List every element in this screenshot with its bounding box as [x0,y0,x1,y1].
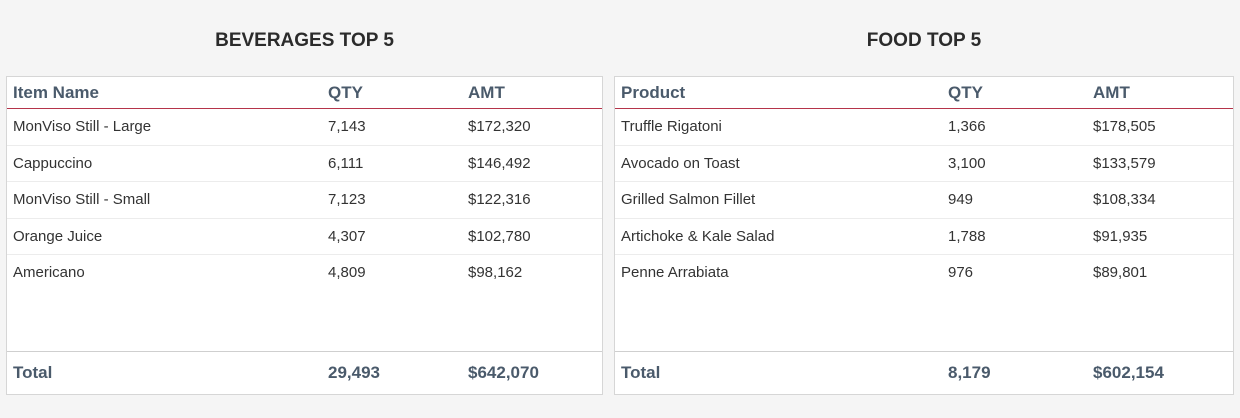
header-amt[interactable]: AMT [1093,82,1130,102]
table-row[interactable]: Penne Arrabiata 976 $89,801 [615,255,1233,291]
cell-amt: $172,320 [468,118,531,136]
cell-name: Avocado on Toast [621,154,740,172]
cell-name: Truffle Rigatoni [621,118,722,136]
cell-amt: $122,316 [468,191,531,209]
cell-amt: $98,162 [468,264,523,282]
beverages-table-header: Item Name QTY AMT [7,77,602,109]
cell-qty: 4,307 [328,227,366,245]
cell-qty: 4,809 [328,264,366,282]
cell-amt: $178,505 [1093,118,1156,136]
cell-qty: 7,123 [328,191,366,209]
beverages-table: Item Name QTY AMT MonViso Still - Large … [6,76,603,395]
cell-name: Orange Juice [13,227,103,245]
table-row[interactable]: Artichoke & Kale Salad 1,788 $91,935 [615,219,1233,255]
cell-amt: $91,935 [1093,227,1148,245]
cell-qty: 976 [948,264,974,282]
cell-name: MonViso Still - Large [13,118,152,136]
food-total-row: Total 8,179 $602,154 [615,351,1233,394]
header-amt[interactable]: AMT [468,82,505,102]
cell-amt: $108,334 [1093,191,1156,209]
cell-amt: $146,492 [468,154,531,172]
cell-qty: 7,143 [328,118,366,136]
table-row[interactable]: MonViso Still - Small 7,123 $122,316 [7,182,602,219]
food-table-header: Product QTY AMT [615,77,1233,109]
table-row[interactable]: Americano 4,809 $98,162 [7,255,602,291]
cell-name: Artichoke & Kale Salad [621,227,775,245]
cell-name: Penne Arrabiata [621,264,729,282]
header-qty[interactable]: QTY [948,82,983,102]
header-qty[interactable]: QTY [328,82,363,102]
cell-qty: 1,788 [948,227,986,245]
total-label: Total [621,363,661,382]
table-row[interactable]: Cappuccino 6,111 $146,492 [7,146,602,182]
cell-amt: $102,780 [468,227,531,245]
cell-qty: 1,366 [948,118,986,136]
beverages-panel: BEVERAGES TOP 5 Item Name QTY AMT MonVis… [6,0,603,395]
total-label: Total [13,363,53,382]
table-row[interactable]: Orange Juice 4,307 $102,780 [7,219,602,255]
food-panel: FOOD TOP 5 Product QTY AMT Truffle Rigat… [614,0,1234,395]
beverages-table-body: MonViso Still - Large 7,143 $172,320 Cap… [7,109,602,291]
table-row[interactable]: MonViso Still - Large 7,143 $172,320 [7,109,602,146]
food-table-body: Truffle Rigatoni 1,366 $178,505 Avocado … [615,109,1233,291]
total-qty: 29,493 [328,363,380,382]
cell-name: Americano [13,264,85,282]
cell-qty: 3,100 [948,154,986,172]
cell-name: MonViso Still - Small [13,191,151,209]
table-row[interactable]: Grilled Salmon Fillet 949 $108,334 [615,182,1233,219]
table-row[interactable]: Avocado on Toast 3,100 $133,579 [615,146,1233,182]
food-title: FOOD TOP 5 [866,30,982,51]
beverages-total-row: Total 29,493 $642,070 [7,351,602,394]
food-table: Product QTY AMT Truffle Rigatoni 1,366 $… [614,76,1234,395]
table-row[interactable]: Truffle Rigatoni 1,366 $178,505 [615,109,1233,146]
total-amt: $642,070 [468,363,539,382]
cell-name: Grilled Salmon Fillet [621,191,756,209]
cell-qty: 6,111 [328,154,364,172]
cell-amt: $133,579 [1093,154,1156,172]
total-amt: $602,154 [1093,363,1164,382]
total-qty: 8,179 [948,363,991,382]
cell-amt: $89,801 [1093,264,1148,282]
header-item-name[interactable]: Item Name [13,82,99,102]
cell-qty: 949 [948,191,974,209]
header-product[interactable]: Product [621,82,686,102]
cell-name: Cappuccino [13,154,93,172]
beverages-title: BEVERAGES TOP 5 [215,30,394,51]
